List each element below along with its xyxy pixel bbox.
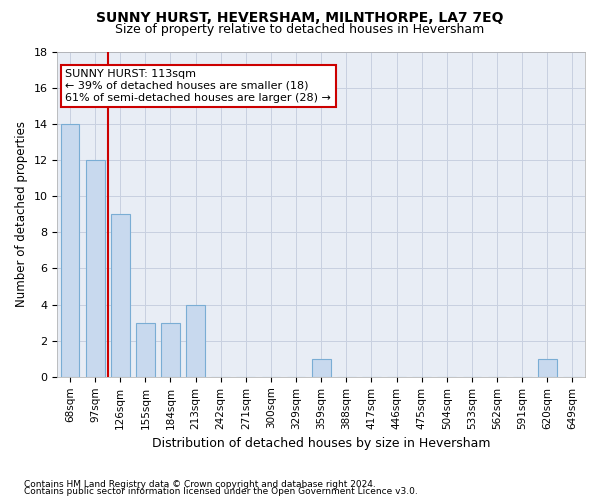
X-axis label: Distribution of detached houses by size in Heversham: Distribution of detached houses by size … [152, 437, 490, 450]
Bar [86, 160, 104, 377]
Bar [312, 358, 331, 377]
Bar [186, 304, 205, 377]
Bar [136, 322, 155, 377]
Bar [161, 322, 180, 377]
Text: Size of property relative to detached houses in Heversham: Size of property relative to detached ho… [115, 22, 485, 36]
Bar [538, 358, 557, 377]
Text: Contains public sector information licensed under the Open Government Licence v3: Contains public sector information licen… [24, 488, 418, 496]
Y-axis label: Number of detached properties: Number of detached properties [15, 121, 28, 307]
Text: Contains HM Land Registry data © Crown copyright and database right 2024.: Contains HM Land Registry data © Crown c… [24, 480, 376, 489]
Text: SUNNY HURST: 113sqm
← 39% of detached houses are smaller (18)
61% of semi-detach: SUNNY HURST: 113sqm ← 39% of detached ho… [65, 70, 331, 102]
Text: SUNNY HURST, HEVERSHAM, MILNTHORPE, LA7 7EQ: SUNNY HURST, HEVERSHAM, MILNTHORPE, LA7 … [96, 11, 504, 25]
Bar [61, 124, 79, 377]
Bar [111, 214, 130, 377]
